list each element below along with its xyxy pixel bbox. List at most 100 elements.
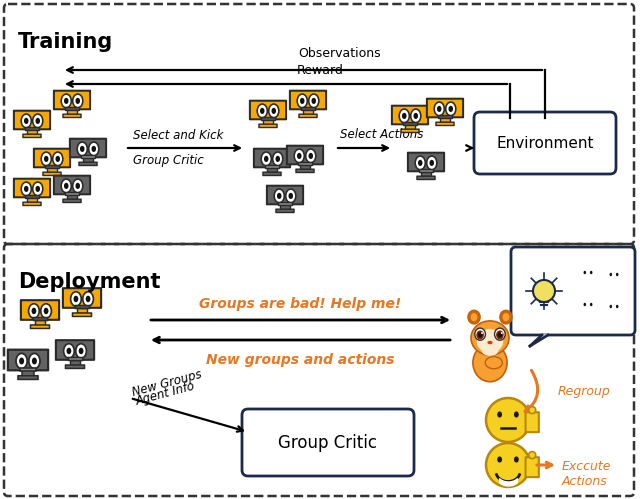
FancyBboxPatch shape	[290, 91, 326, 109]
FancyBboxPatch shape	[242, 409, 414, 476]
Ellipse shape	[44, 156, 49, 162]
Bar	[585, 309, 591, 312]
Ellipse shape	[92, 146, 96, 152]
Ellipse shape	[21, 182, 31, 196]
Text: New Groups: New Groups	[131, 368, 204, 399]
Ellipse shape	[273, 152, 283, 166]
FancyBboxPatch shape	[417, 176, 435, 180]
Bar	[419, 169, 433, 172]
FancyBboxPatch shape	[23, 134, 41, 138]
Ellipse shape	[297, 94, 307, 108]
Bar	[67, 109, 77, 114]
Ellipse shape	[502, 313, 509, 321]
Bar	[261, 117, 275, 120]
Ellipse shape	[300, 98, 305, 104]
Bar	[300, 164, 310, 169]
Ellipse shape	[76, 344, 86, 358]
Ellipse shape	[529, 407, 536, 414]
Ellipse shape	[429, 160, 434, 166]
Bar	[610, 278, 618, 279]
Ellipse shape	[486, 443, 530, 487]
Ellipse shape	[41, 304, 51, 318]
Ellipse shape	[52, 152, 63, 166]
Ellipse shape	[497, 457, 502, 463]
Ellipse shape	[413, 113, 418, 119]
Ellipse shape	[582, 301, 588, 308]
Ellipse shape	[294, 149, 304, 163]
FancyBboxPatch shape	[276, 209, 294, 213]
Ellipse shape	[61, 179, 71, 193]
FancyBboxPatch shape	[8, 350, 48, 370]
FancyBboxPatch shape	[609, 314, 619, 316]
Ellipse shape	[584, 271, 586, 274]
Ellipse shape	[609, 273, 612, 276]
Bar	[298, 162, 312, 165]
Ellipse shape	[476, 330, 484, 339]
Bar	[584, 276, 592, 277]
Ellipse shape	[609, 305, 612, 308]
Ellipse shape	[264, 156, 269, 162]
Ellipse shape	[89, 142, 99, 156]
FancyBboxPatch shape	[578, 299, 598, 309]
Ellipse shape	[449, 106, 453, 112]
FancyBboxPatch shape	[299, 114, 317, 117]
Ellipse shape	[468, 310, 480, 324]
Ellipse shape	[35, 118, 40, 124]
Ellipse shape	[478, 332, 483, 338]
Ellipse shape	[411, 109, 421, 123]
Bar	[303, 109, 313, 114]
Bar	[585, 277, 591, 280]
Bar	[47, 167, 57, 172]
Ellipse shape	[56, 156, 60, 162]
FancyBboxPatch shape	[259, 124, 277, 128]
Ellipse shape	[19, 358, 24, 364]
Bar	[278, 202, 292, 205]
FancyBboxPatch shape	[14, 111, 50, 129]
Ellipse shape	[514, 411, 519, 418]
Ellipse shape	[486, 398, 530, 442]
Ellipse shape	[297, 153, 301, 159]
Bar	[77, 308, 87, 313]
Bar	[405, 124, 415, 129]
Ellipse shape	[500, 310, 512, 324]
FancyBboxPatch shape	[63, 288, 101, 308]
FancyBboxPatch shape	[604, 301, 624, 311]
Bar	[267, 167, 277, 172]
Ellipse shape	[277, 193, 282, 199]
Ellipse shape	[61, 94, 71, 108]
Bar	[83, 157, 93, 162]
Ellipse shape	[608, 303, 614, 310]
Ellipse shape	[289, 193, 293, 199]
Bar	[81, 155, 95, 158]
FancyBboxPatch shape	[604, 269, 624, 279]
Ellipse shape	[614, 303, 620, 310]
Ellipse shape	[588, 301, 594, 308]
Ellipse shape	[533, 280, 555, 302]
Ellipse shape	[16, 353, 28, 369]
Ellipse shape	[514, 457, 519, 463]
Ellipse shape	[86, 296, 90, 302]
FancyBboxPatch shape	[54, 91, 90, 109]
Ellipse shape	[614, 270, 620, 278]
Ellipse shape	[616, 273, 618, 276]
FancyBboxPatch shape	[511, 247, 635, 335]
Ellipse shape	[312, 98, 316, 104]
Ellipse shape	[67, 348, 71, 354]
FancyBboxPatch shape	[18, 376, 38, 379]
Text: Observations: Observations	[299, 47, 381, 60]
FancyBboxPatch shape	[72, 313, 92, 316]
Text: Reward: Reward	[296, 64, 344, 77]
Ellipse shape	[76, 98, 80, 104]
FancyBboxPatch shape	[21, 300, 59, 320]
Text: New groups and actions: New groups and actions	[205, 353, 394, 367]
Ellipse shape	[427, 156, 437, 170]
Ellipse shape	[64, 183, 68, 189]
FancyBboxPatch shape	[63, 114, 81, 117]
Ellipse shape	[402, 113, 406, 119]
Ellipse shape	[501, 332, 503, 334]
Bar	[438, 115, 452, 118]
Ellipse shape	[83, 292, 93, 306]
FancyBboxPatch shape	[65, 365, 84, 368]
Text: Deployment: Deployment	[18, 272, 161, 292]
Ellipse shape	[418, 160, 422, 166]
